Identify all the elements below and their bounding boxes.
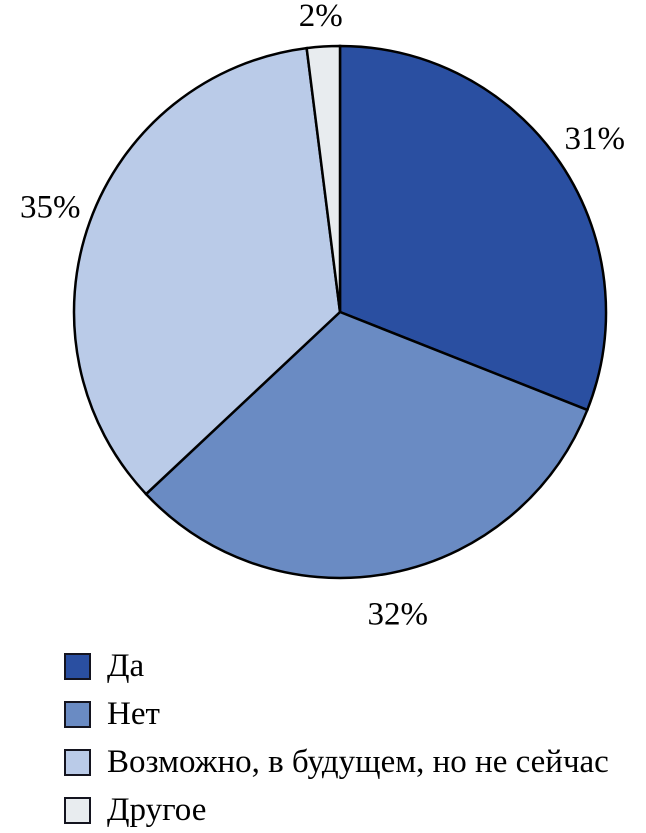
legend-item-no: Нет [64, 696, 609, 733]
slice-percent-label-yes: 31% [564, 121, 625, 157]
legend-item-yes: Да [64, 648, 609, 685]
slice-percent-label-other: 2% [299, 0, 343, 34]
legend-label-no: Нет [107, 696, 160, 732]
legend-swatch-maybe-future [64, 749, 91, 776]
pie-slice-other [305, 44, 342, 313]
pie-slice-yes [338, 44, 608, 412]
legend-label-yes: Да [107, 648, 145, 684]
legend-swatch-no [64, 701, 91, 728]
pie-slice-no [144, 310, 589, 580]
slice-percent-label-no: 32% [367, 597, 428, 633]
pie-chart: 31% 32% 35% 2% [20, 0, 625, 633]
legend-swatch-yes [64, 653, 91, 680]
legend-swatch-other [64, 797, 91, 824]
legend-item-other: Другое [64, 792, 609, 829]
legend-label-maybe-future: Возможно, в будущем, но не сейчас [107, 744, 609, 780]
pie-slice-maybe-future [72, 46, 342, 496]
slice-percent-label-maybe-future: 35% [20, 190, 81, 226]
chart-legend: Да Нет Возможно, в будущем, но не сейчас Др… [64, 648, 609, 829]
legend-label-other: Другое [107, 792, 207, 828]
legend-item-maybe-future: Возможно, в будущем, но не сейчас [64, 744, 609, 781]
